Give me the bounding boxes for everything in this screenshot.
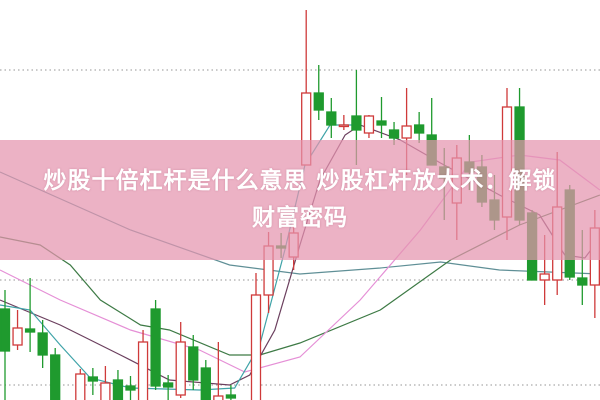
candle-body [112, 379, 124, 400]
candle-body [225, 394, 237, 399]
candle-body [200, 367, 211, 400]
candle-body [363, 115, 375, 134]
candle-body [162, 382, 174, 388]
candle-body [50, 354, 61, 400]
candle-body [125, 385, 136, 391]
title-line-1: 炒股十倍杠杆是什么意思 炒股杠杆放大术：解锁 [43, 168, 557, 194]
candle-body [37, 332, 48, 356]
candle-body [577, 277, 588, 286]
candle-body [175, 341, 186, 396]
title-line-2: 财富密码 [252, 205, 348, 231]
candle-body [376, 120, 387, 126]
candle-body [250, 294, 262, 400]
candle-body [24, 328, 36, 333]
candle-body [150, 308, 161, 387]
candle-body [0, 308, 11, 352]
candle-body [12, 327, 23, 346]
candle-body [100, 382, 111, 400]
candle-body [413, 124, 425, 134]
candle-body [401, 125, 412, 139]
moving-average-line [0, 194, 600, 356]
candle-body [539, 273, 550, 281]
candle-body [87, 376, 98, 382]
candle-body [137, 341, 149, 400]
candle-body [75, 373, 86, 400]
candle-body [388, 129, 400, 139]
candle-body [313, 92, 324, 111]
candle-body [326, 111, 337, 126]
candle-body [188, 346, 199, 381]
title-banner: 炒股十倍杠杆是什么意思 炒股杠杆放大术：解锁 财富密码 [0, 140, 600, 260]
candle-body [338, 124, 350, 128]
candle-body [351, 115, 362, 131]
candle-body [213, 395, 224, 400]
